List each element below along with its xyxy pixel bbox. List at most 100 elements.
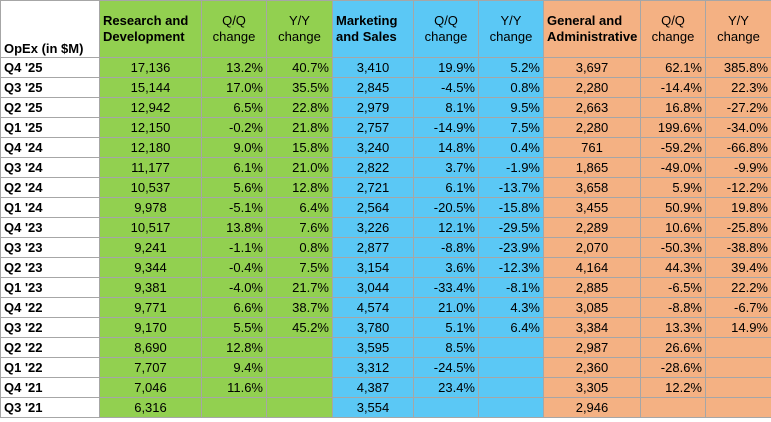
quarter-label: Q1 '24 xyxy=(0,197,100,218)
ms-value: 3,312 xyxy=(332,357,414,378)
ga-yy-value: -9.9% xyxy=(705,157,771,178)
ms-value: 2,877 xyxy=(332,237,414,258)
table-row: Q4 '25 17,136 13.2% 40.7% 3,410 19.9% 5.2% 3,69… xyxy=(0,57,771,78)
yy-line1: Y/Y xyxy=(500,13,522,28)
rd-yy-value: 7.6% xyxy=(266,217,333,238)
rd-yy-header: Y/Y change xyxy=(266,0,333,58)
quarter-label: Q2 '23 xyxy=(0,257,100,278)
rd-yy-value xyxy=(266,377,333,398)
table-row: Q2 '22 8,690 12.8% 3,595 8.5% 2,987 26.6% xyxy=(0,337,771,358)
ga-qq-value: 199.6% xyxy=(640,117,706,138)
ms-value: 4,574 xyxy=(332,297,414,318)
ms-yy-value xyxy=(478,357,544,378)
ms-header-line1: Marketing xyxy=(336,13,398,28)
qq-line1: Q/Q xyxy=(222,13,246,28)
rd-yy-value xyxy=(266,357,333,378)
rd-value: 15,144 xyxy=(99,77,202,98)
ms-yy-value xyxy=(478,397,544,418)
ga-qq-value: 13.3% xyxy=(640,317,706,338)
rd-yy-value: 40.7% xyxy=(266,57,333,78)
table-body: Q4 '25 17,136 13.2% 40.7% 3,410 19.9% 5.2% 3,69… xyxy=(0,57,771,418)
rd-value: 9,978 xyxy=(99,197,202,218)
rd-qq-value: 17.0% xyxy=(201,77,267,98)
ms-qq-header: Q/Q change xyxy=(413,0,479,58)
table-row: Q4 '21 7,046 11.6% 4,387 23.4% 3,305 12.2% xyxy=(0,377,771,398)
quarter-label: Q1 '22 xyxy=(0,357,100,378)
ga-qq-value: 10.6% xyxy=(640,217,706,238)
quarter-label: Q3 '24 xyxy=(0,157,100,178)
yy-line2: change xyxy=(278,29,321,44)
ms-qq-value: 21.0% xyxy=(413,297,479,318)
ms-yy-value: 7.5% xyxy=(478,117,544,138)
rd-qq-value: 9.4% xyxy=(201,357,267,378)
ga-header-line2: Administrative xyxy=(547,29,638,44)
ms-qq-value: -14.9% xyxy=(413,117,479,138)
rd-qq-value: 6.6% xyxy=(201,297,267,318)
rd-yy-value: 22.8% xyxy=(266,97,333,118)
ms-qq-value: 6.1% xyxy=(413,177,479,198)
ms-yy-value: -13.7% xyxy=(478,177,544,198)
rd-value: 11,177 xyxy=(99,157,202,178)
rd-yy-value: 38.7% xyxy=(266,297,333,318)
rd-yy-value: 7.5% xyxy=(266,257,333,278)
ga-yy-value xyxy=(705,377,771,398)
rd-header-line2: Development xyxy=(103,29,185,44)
quarter-label: Q4 '23 xyxy=(0,217,100,238)
qq-line1: Q/Q xyxy=(661,13,685,28)
quarter-label: Q3 '23 xyxy=(0,237,100,258)
ga-yy-value: -38.8% xyxy=(705,237,771,258)
ga-yy-value: 39.4% xyxy=(705,257,771,278)
rd-yy-value: 35.5% xyxy=(266,77,333,98)
ms-qq-value: -4.5% xyxy=(413,77,479,98)
table-row: Q3 '21 6,316 3,554 2,946 xyxy=(0,397,771,418)
ga-yy-value: -12.2% xyxy=(705,177,771,198)
ga-value: 2,360 xyxy=(543,357,641,378)
ms-yy-value: -1.9% xyxy=(478,157,544,178)
quarter-label: Q2 '22 xyxy=(0,337,100,358)
ga-value: 2,289 xyxy=(543,217,641,238)
rd-value: 9,344 xyxy=(99,257,202,278)
ga-qq-value: 44.3% xyxy=(640,257,706,278)
ga-yy-value xyxy=(705,337,771,358)
rd-qq-value: 5.6% xyxy=(201,177,267,198)
ms-yy-value: -12.3% xyxy=(478,257,544,278)
quarter-label: Q4 '25 xyxy=(0,57,100,78)
table-row: Q4 '22 9,771 6.6% 38.7% 4,574 21.0% 4.3% 3,085-… xyxy=(0,297,771,318)
ms-qq-value xyxy=(413,397,479,418)
rd-qq-value xyxy=(201,397,267,418)
ms-yy-value: 6.4% xyxy=(478,317,544,338)
rd-value: 12,180 xyxy=(99,137,202,158)
yy-line2: change xyxy=(489,29,533,44)
ga-qq-value: -8.8% xyxy=(640,297,706,318)
ms-value: 3,595 xyxy=(332,337,414,358)
ga-value: 3,305 xyxy=(543,377,641,398)
ga-value: 2,885 xyxy=(543,277,641,298)
ga-yy-value: 19.8% xyxy=(705,197,771,218)
ga-qq-value: -49.0% xyxy=(640,157,706,178)
rd-value: 9,771 xyxy=(99,297,202,318)
ga-qq-value: 26.6% xyxy=(640,337,706,358)
ga-yy-value: 14.9% xyxy=(705,317,771,338)
rd-qq-value: -5.1% xyxy=(201,197,267,218)
ga-qq-value: -59.2% xyxy=(640,137,706,158)
rd-value: 12,150 xyxy=(99,117,202,138)
table-row: Q3 '22 9,170 5.5% 45.2% 3,780 5.1% 6.4% 3,384 13… xyxy=(0,317,771,338)
ga-value: 1,865 xyxy=(543,157,641,178)
ms-yy-value: 0.4% xyxy=(478,137,544,158)
ms-value: 2,845 xyxy=(332,77,414,98)
ms-value: 3,554 xyxy=(332,397,414,418)
rd-qq-value: 13.2% xyxy=(201,57,267,78)
table-row: Q1 '22 7,707 9.4% 3,312 -24.5% 2,360 -28.6% xyxy=(0,357,771,378)
ms-yy-value: -29.5% xyxy=(478,217,544,238)
rd-qq-value: 11.6% xyxy=(201,377,267,398)
quarter-label: Q3 '22 xyxy=(0,317,100,338)
ga-value: 2,280 xyxy=(543,117,641,138)
ms-yy-value: -23.9% xyxy=(478,237,544,258)
rd-yy-value: 21.7% xyxy=(266,277,333,298)
table-row: Q2 '24 10,537 5.6% 12.8% 2,721 6.1% -13.7% 3,65… xyxy=(0,177,771,198)
ga-qq-value: 5.9% xyxy=(640,177,706,198)
rd-qq-value: 5.5% xyxy=(201,317,267,338)
ms-qq-value: 8.5% xyxy=(413,337,479,358)
quarter-label: Q1 '25 xyxy=(0,117,100,138)
quarter-label: Q4 '21 xyxy=(0,377,100,398)
